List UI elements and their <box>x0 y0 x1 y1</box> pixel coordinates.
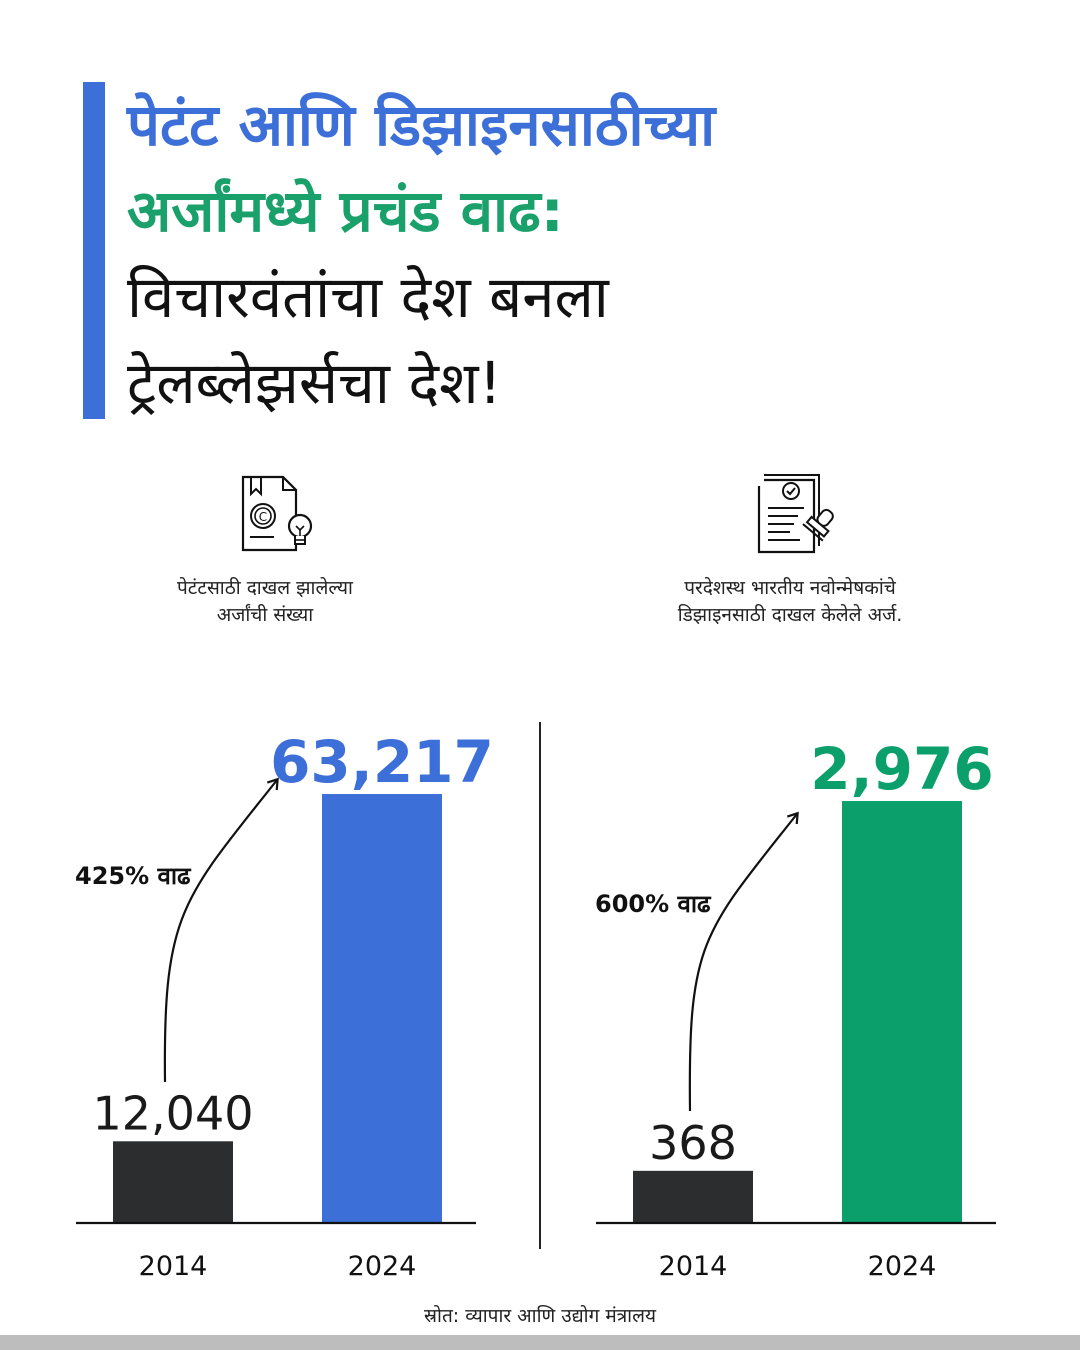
panel-2-caption-line-1: परदेशस्थ भारतीय नवोन्मेषकांचे <box>684 577 896 599</box>
approved-document-stamp-icon <box>757 474 834 554</box>
page-title: पेटंट आणि डिझाइनसाठीच्या अर्जांमध्ये प्र… <box>127 82 1027 426</box>
title-line-2: अर्जांमध्ये प्रचंड वाढ: <box>127 177 564 245</box>
growth-arrow <box>688 811 799 1112</box>
svg-text:C: C <box>259 510 267 524</box>
bar-2024 <box>842 801 962 1223</box>
tick-label-2014: 2014 <box>659 1251 728 1282</box>
value-label-2014: 12,040 <box>93 1086 254 1140</box>
tick-label-2024: 2024 <box>868 1251 937 1282</box>
growth-label: 600% वाढ <box>595 890 712 918</box>
bottom-strip <box>0 1335 1080 1350</box>
value-label-2014: 368 <box>649 1116 737 1170</box>
tick-label-2014: 2014 <box>139 1251 208 1282</box>
panel-1-caption-line-1: पेटंटसाठी दाखल झालेल्या <box>177 577 353 599</box>
panel-1-caption: पेटंटसाठी दाखल झालेल्या अर्जांची संख्या <box>110 575 420 629</box>
title-line-4: ट्रेलब्लेझर्सचा देश! <box>127 349 502 417</box>
patent-document-icon: C <box>241 475 313 552</box>
source-note: स्रोत: व्यापार आणि उद्योग मंत्रालय <box>423 1305 657 1327</box>
patent-applications-chart: 12,040 2014 63,217 2024 425% वाढ <box>75 728 494 1282</box>
title-accent-bar <box>83 82 105 419</box>
value-label-2024: 63,217 <box>270 728 494 796</box>
growth-label: 425% वाढ <box>75 862 192 890</box>
value-label-2024: 2,976 <box>810 735 993 803</box>
growth-arrow <box>163 777 279 1083</box>
panel-2-caption: परदेशस्थ भारतीय नवोन्मेषकांचे डिझाइनसाठी… <box>590 575 990 629</box>
tick-label-2024: 2024 <box>348 1251 417 1282</box>
chart-divider <box>539 722 541 1249</box>
bar-2014 <box>113 1141 233 1223</box>
bar-2024 <box>322 794 442 1223</box>
design-applications-chart: 368 2014 2,976 2024 600% वाढ <box>595 735 996 1282</box>
panel-2-caption-line-2: डिझाइनसाठी दाखल केलेले अर्ज. <box>677 604 903 626</box>
panel-1-caption-line-2: अर्जांची संख्या <box>216 604 314 626</box>
title-line-3: विचारवंतांचा देश बनला <box>127 263 609 331</box>
bar-2014 <box>633 1170 753 1223</box>
title-line-1: पेटंट आणि डिझाइनसाठीच्या <box>127 91 716 159</box>
